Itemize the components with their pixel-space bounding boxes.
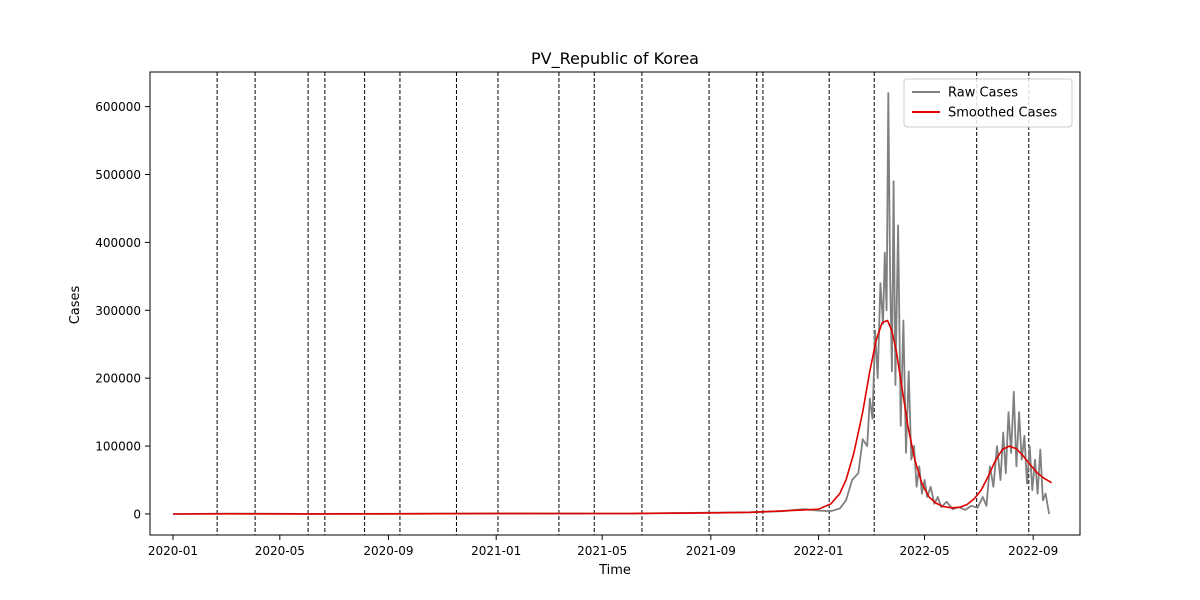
x-tick-label-5: 2021-09 xyxy=(686,544,736,558)
plot-area xyxy=(149,71,1081,536)
series-line-smoothed-cases xyxy=(172,319,1053,515)
x-tick-label-4: 2021-05 xyxy=(577,544,627,558)
legend: Raw Cases Smoothed Cases xyxy=(903,78,1073,128)
y-tick-label-2: 200000 xyxy=(95,372,141,386)
legend-label-1: Smoothed Cases xyxy=(948,106,1057,121)
x-tick-label-0: 2020-01 xyxy=(148,544,198,558)
x-tick-label-8: 2022-09 xyxy=(1008,544,1058,558)
y-tick-label-5: 500000 xyxy=(95,168,141,182)
y-tick-label-3: 300000 xyxy=(95,304,141,318)
y-tick-label-4: 400000 xyxy=(95,236,141,250)
x-tick-label-1: 2020-05 xyxy=(255,544,305,558)
y-tick-label-0: 0 xyxy=(133,507,141,521)
chart-title: PV_Republic of Korea xyxy=(531,49,699,69)
x-tick-label-7: 2022-05 xyxy=(899,544,949,558)
x-tick-label-2: 2020-09 xyxy=(363,544,413,558)
x-axis: 2020-01 2020-05 2020-09 2021-01 2021-05 2021-… xyxy=(148,535,1058,558)
legend-box xyxy=(903,78,1073,128)
y-tick-label-1: 100000 xyxy=(95,440,141,454)
x-tick-label-6: 2022-01 xyxy=(794,544,844,558)
series-line-raw-cases xyxy=(172,92,1050,515)
x-axis-label: Time xyxy=(598,563,631,578)
legend-label-0: Raw Cases xyxy=(948,86,1018,101)
y-tick-label-6: 600000 xyxy=(95,100,141,114)
x-tick-label-3: 2021-01 xyxy=(471,544,521,558)
plot-frame xyxy=(149,71,1081,536)
y-axis: 0 100000 200000 300000 400000 500000 600000 xyxy=(95,100,150,521)
y-axis-label: Cases xyxy=(68,285,83,324)
